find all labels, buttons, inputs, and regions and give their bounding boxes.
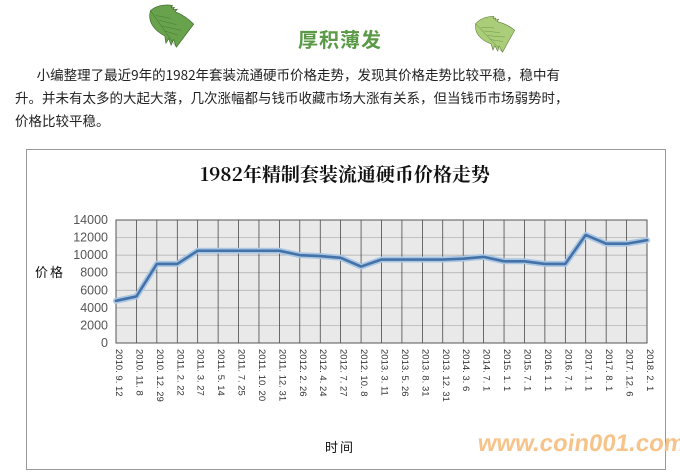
- svg-text:2017. 1. 1: 2017. 1. 1: [583, 349, 594, 391]
- svg-text:2012. 10. 8: 2012. 10. 8: [358, 349, 369, 397]
- svg-text:2011. 3. 27: 2011. 3. 27: [195, 349, 206, 396]
- svg-text:0: 0: [101, 336, 108, 350]
- svg-text:2011. 5. 14: 2011. 5. 14: [215, 349, 226, 396]
- svg-text:8000: 8000: [80, 266, 108, 280]
- svg-text:2010. 9. 12: 2010. 9. 12: [113, 349, 124, 397]
- svg-text:2010. 12. 29: 2010. 12. 29: [154, 349, 165, 402]
- svg-text:2014. 7. 1: 2014. 7. 1: [481, 349, 492, 391]
- svg-text:2013. 3. 11: 2013. 3. 11: [379, 349, 390, 396]
- svg-text:12000: 12000: [73, 231, 108, 245]
- svg-text:2015. 7. 1: 2015. 7. 1: [521, 349, 532, 391]
- svg-text:2010. 11. 8: 2010. 11. 8: [133, 349, 144, 396]
- svg-text:2015. 1. 1: 2015. 1. 1: [501, 349, 512, 391]
- svg-text:2011. 2. 22: 2011. 2. 22: [174, 349, 185, 396]
- svg-text:2014. 3. 6: 2014. 3. 6: [460, 349, 471, 391]
- svg-text:2017. 12. 6: 2017. 12. 6: [624, 349, 635, 397]
- svg-text:2017. 8. 1: 2017. 8. 1: [603, 349, 614, 391]
- svg-text:2011. 12. 31: 2011. 12. 31: [276, 349, 287, 401]
- svg-text:2013. 8. 31: 2013. 8. 31: [419, 349, 430, 397]
- svg-text:2011. 7. 25: 2011. 7. 25: [236, 349, 247, 396]
- svg-text:4000: 4000: [80, 301, 108, 315]
- svg-text:14000: 14000: [73, 213, 108, 227]
- svg-text:2013. 5. 26: 2013. 5. 26: [399, 349, 410, 397]
- svg-text:2000: 2000: [80, 318, 108, 332]
- svg-text:10000: 10000: [73, 248, 108, 262]
- svg-text:6000: 6000: [80, 283, 108, 297]
- svg-text:2016. 7. 1: 2016. 7. 1: [562, 349, 573, 391]
- svg-text:2012. 7. 27: 2012. 7. 27: [338, 349, 349, 397]
- svg-text:2012. 4. 24: 2012. 4. 24: [317, 349, 328, 397]
- svg-text:2011. 10. 20: 2011. 10. 20: [256, 349, 267, 401]
- svg-text:2013. 12. 31: 2013. 12. 31: [440, 349, 451, 402]
- svg-text:2012. 2. 26: 2012. 2. 26: [297, 349, 308, 397]
- svg-text:2018. 2. 1: 2018. 2. 1: [644, 349, 655, 391]
- svg-text:2016. 1. 1: 2016. 1. 1: [542, 349, 553, 391]
